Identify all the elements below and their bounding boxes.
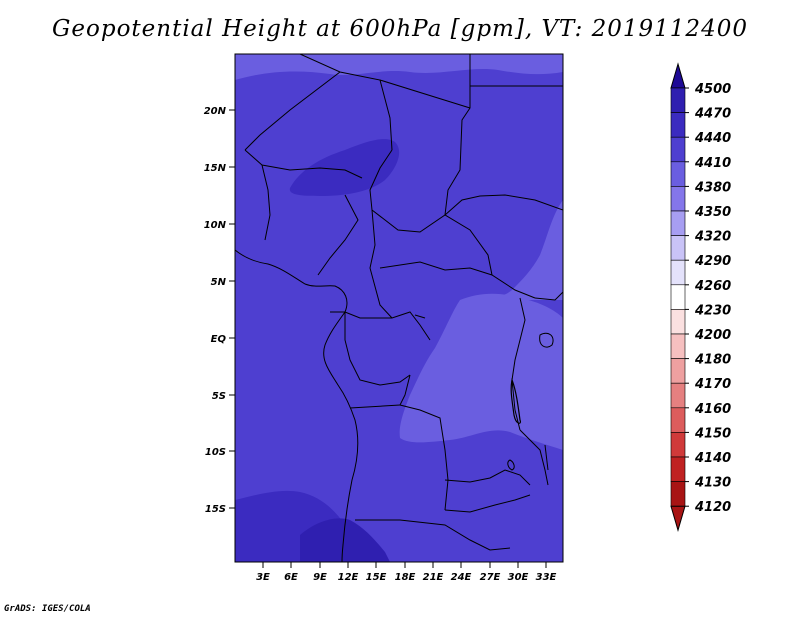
colorbar-label: 4350 bbox=[694, 205, 731, 220]
height-field bbox=[235, 54, 563, 562]
lon-tick-label: 9E bbox=[313, 572, 327, 583]
lat-tick-label: EQ bbox=[211, 334, 227, 345]
colorbar-swatch bbox=[670, 481, 686, 507]
colorbar-label: 4470 bbox=[694, 107, 731, 122]
lon-tick-label: 33E bbox=[536, 572, 557, 583]
colorbar-swatch bbox=[670, 284, 686, 310]
lon-tick-label: 6E bbox=[284, 572, 298, 583]
colorbar-swatch bbox=[670, 382, 686, 409]
colorbar-label: 4140 bbox=[694, 451, 731, 466]
colorbar-label: 4180 bbox=[694, 353, 731, 368]
coastlines-borders bbox=[235, 54, 563, 562]
colorbar-label: 4230 bbox=[694, 303, 731, 318]
lat-tick-label: 20N bbox=[204, 106, 227, 117]
colorbar-swatch bbox=[670, 432, 686, 458]
colorbar-label: 4380 bbox=[694, 180, 731, 195]
field-east-4380 bbox=[478, 200, 563, 300]
lon-tick-label: 12E bbox=[338, 572, 359, 583]
colorbar-label: 4200 bbox=[694, 328, 731, 343]
colorbar-swatch bbox=[670, 309, 686, 335]
chart-title: Geopotential Height at 600hPa [gpm], VT:… bbox=[52, 16, 748, 42]
colorbar-label: 4120 bbox=[694, 500, 731, 515]
lon-tick-label: 3E bbox=[256, 572, 270, 583]
colorbar-label: 4150 bbox=[694, 426, 731, 441]
colorbar-label: 4410 bbox=[694, 156, 731, 171]
lat-tick-label: 15S bbox=[205, 504, 226, 515]
field-top-light-4380 bbox=[235, 54, 563, 80]
colorbar-swatch bbox=[670, 259, 686, 286]
colorbar-swatch bbox=[670, 161, 686, 187]
lon-tick-label: 21E bbox=[423, 572, 444, 583]
lat-tick-label: 10S bbox=[205, 447, 226, 458]
colorbar-top-arrow bbox=[670, 62, 686, 89]
map-frame bbox=[234, 53, 564, 563]
colorbar-label: 4130 bbox=[694, 476, 731, 491]
grads-credit: GrADS: IGES/COLA bbox=[4, 604, 91, 614]
colorbar-label: 4320 bbox=[694, 230, 731, 245]
colorbar-swatch bbox=[670, 136, 686, 163]
colorbar-swatch bbox=[670, 333, 686, 359]
colorbar-label: 4160 bbox=[694, 402, 731, 417]
colorbar-label: 4500 bbox=[694, 82, 731, 97]
colorbar-swatch bbox=[670, 235, 686, 261]
colorbar-label: 4260 bbox=[694, 279, 731, 294]
lon-tick-label: 15E bbox=[366, 572, 387, 583]
colorbar-label: 4170 bbox=[694, 377, 731, 392]
colorbar-swatch bbox=[670, 456, 686, 482]
lat-tick-label: 5N bbox=[211, 277, 227, 288]
lat-tick-label: 10N bbox=[204, 220, 227, 231]
lat-tick-label: 15N bbox=[204, 163, 227, 174]
lon-axis: 3E 6E 9E 12E 15E 18E 21E 24E 27E 30E 33E bbox=[256, 562, 557, 583]
colorbar-label: 4290 bbox=[694, 254, 731, 269]
colorbar-swatch bbox=[670, 210, 686, 236]
colorbar-swatch bbox=[670, 112, 686, 138]
colorbar: 4500 4470 4440 4410 4380 4350 4320 4290 4260 4230… bbox=[670, 62, 731, 532]
colorbar-bottom-arrow bbox=[670, 505, 686, 532]
colorbar-swatch bbox=[670, 407, 686, 433]
lat-tick-label: 5S bbox=[212, 391, 226, 402]
colorbar-swatch bbox=[670, 186, 686, 212]
lon-tick-label: 30E bbox=[508, 572, 529, 583]
lon-tick-label: 18E bbox=[395, 572, 416, 583]
colorbar-label: 4440 bbox=[694, 131, 731, 146]
lat-axis: 20N 15N 10N 5N EQ 5S 10S 15S bbox=[204, 106, 235, 515]
colorbar-swatch bbox=[670, 358, 686, 384]
field-south-4470 bbox=[300, 518, 390, 562]
field-sahel-4440 bbox=[289, 139, 400, 196]
lon-tick-label: 24E bbox=[451, 572, 472, 583]
lon-tick-label: 27E bbox=[480, 572, 501, 583]
colorbar-swatch bbox=[670, 87, 686, 113]
